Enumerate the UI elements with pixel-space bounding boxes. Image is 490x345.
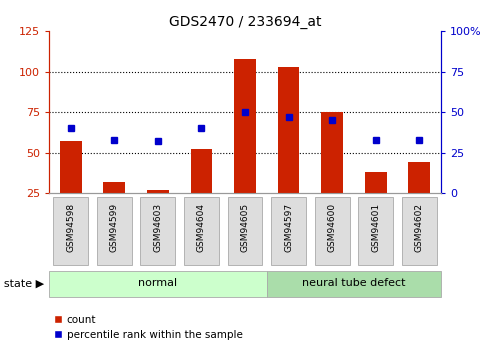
- Bar: [321, 112, 343, 193]
- Bar: [234, 59, 256, 193]
- FancyBboxPatch shape: [358, 197, 393, 265]
- Text: GSM94597: GSM94597: [284, 203, 293, 252]
- Text: GSM94599: GSM94599: [110, 203, 119, 252]
- FancyBboxPatch shape: [267, 270, 441, 297]
- Text: GSM94604: GSM94604: [197, 203, 206, 252]
- Bar: [365, 172, 387, 193]
- Legend: count, percentile rank within the sample: count, percentile rank within the sample: [54, 315, 243, 340]
- FancyBboxPatch shape: [97, 197, 132, 265]
- FancyBboxPatch shape: [184, 197, 219, 265]
- Text: disease state ▶: disease state ▶: [0, 279, 44, 289]
- FancyBboxPatch shape: [402, 197, 437, 265]
- FancyBboxPatch shape: [227, 197, 263, 265]
- Bar: [278, 67, 299, 193]
- FancyBboxPatch shape: [141, 197, 175, 265]
- FancyBboxPatch shape: [315, 197, 349, 265]
- FancyBboxPatch shape: [271, 197, 306, 265]
- Bar: [147, 190, 169, 193]
- Bar: [408, 162, 430, 193]
- Text: GSM94601: GSM94601: [371, 203, 380, 252]
- Bar: [191, 149, 212, 193]
- Text: GSM94600: GSM94600: [328, 203, 337, 252]
- Title: GDS2470 / 233694_at: GDS2470 / 233694_at: [169, 14, 321, 29]
- Text: GSM94598: GSM94598: [66, 203, 75, 252]
- Text: GSM94602: GSM94602: [415, 203, 424, 252]
- Bar: [60, 141, 82, 193]
- Bar: [103, 182, 125, 193]
- Text: GSM94605: GSM94605: [241, 203, 249, 252]
- FancyBboxPatch shape: [53, 197, 88, 265]
- Text: neural tube defect: neural tube defect: [302, 278, 406, 288]
- Text: normal: normal: [138, 278, 177, 288]
- FancyBboxPatch shape: [49, 270, 267, 297]
- Text: GSM94603: GSM94603: [153, 203, 162, 252]
